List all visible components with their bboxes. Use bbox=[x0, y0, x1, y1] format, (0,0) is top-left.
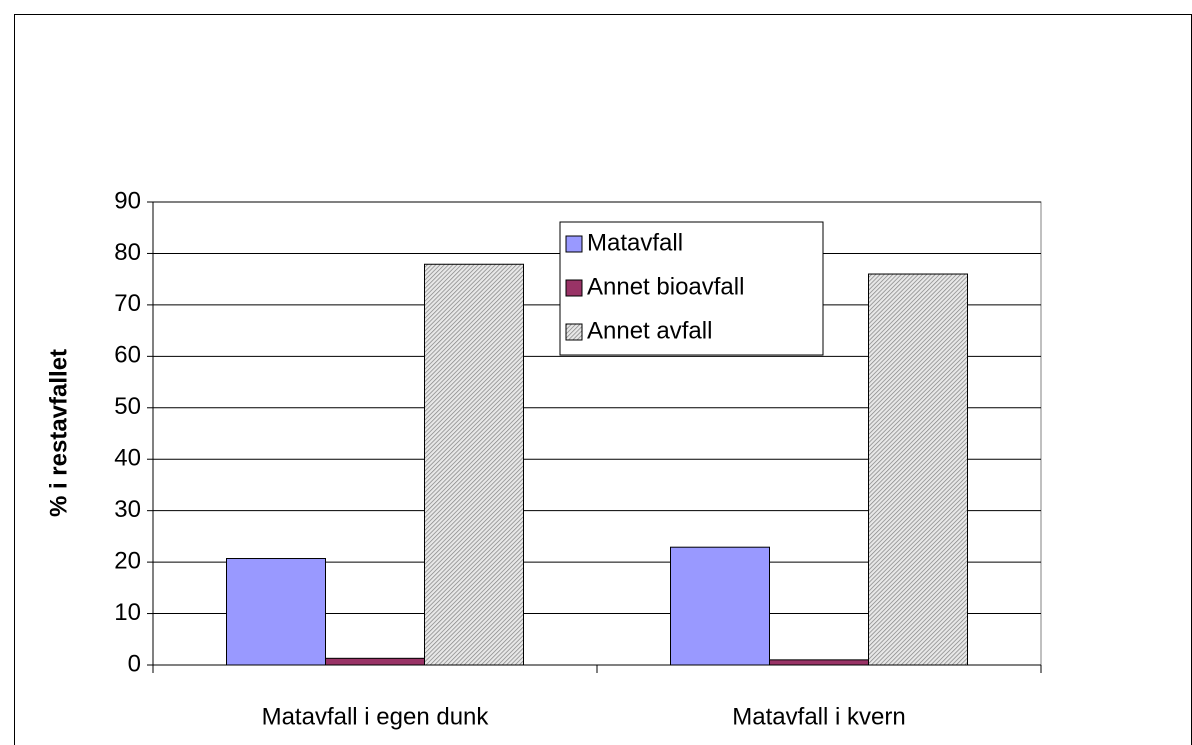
legend-swatch bbox=[565, 323, 583, 341]
y-tick-label: 90 bbox=[114, 187, 141, 214]
legend-label: Annet bioavfall bbox=[587, 273, 744, 300]
x-tick-label: Matavfall i egen dunk bbox=[262, 703, 490, 730]
y-tick-label: 40 bbox=[114, 445, 141, 472]
legend-swatch bbox=[565, 279, 583, 297]
bar bbox=[868, 273, 968, 666]
y-tick-label: 50 bbox=[114, 393, 141, 420]
bar bbox=[226, 558, 326, 666]
bar bbox=[769, 659, 869, 666]
bar bbox=[424, 263, 524, 666]
legend-box bbox=[559, 221, 824, 356]
y-tick-label: 20 bbox=[114, 547, 141, 574]
x-tick-label: Matavfall i kvern bbox=[732, 703, 905, 730]
y-axis-label: % i restavfallet bbox=[45, 349, 72, 517]
y-tick-label: 30 bbox=[114, 496, 141, 523]
y-tick-label: 10 bbox=[114, 599, 141, 626]
y-tick-label: 70 bbox=[114, 290, 141, 317]
y-tick-label: 0 bbox=[128, 650, 141, 677]
bar bbox=[325, 657, 425, 666]
bar bbox=[670, 546, 770, 666]
y-tick-label: 60 bbox=[114, 342, 141, 369]
legend-swatch bbox=[565, 235, 583, 253]
legend-label: Annet avfall bbox=[587, 317, 712, 344]
y-tick-label: 80 bbox=[114, 239, 141, 266]
legend-label: Matavfall bbox=[587, 229, 683, 256]
